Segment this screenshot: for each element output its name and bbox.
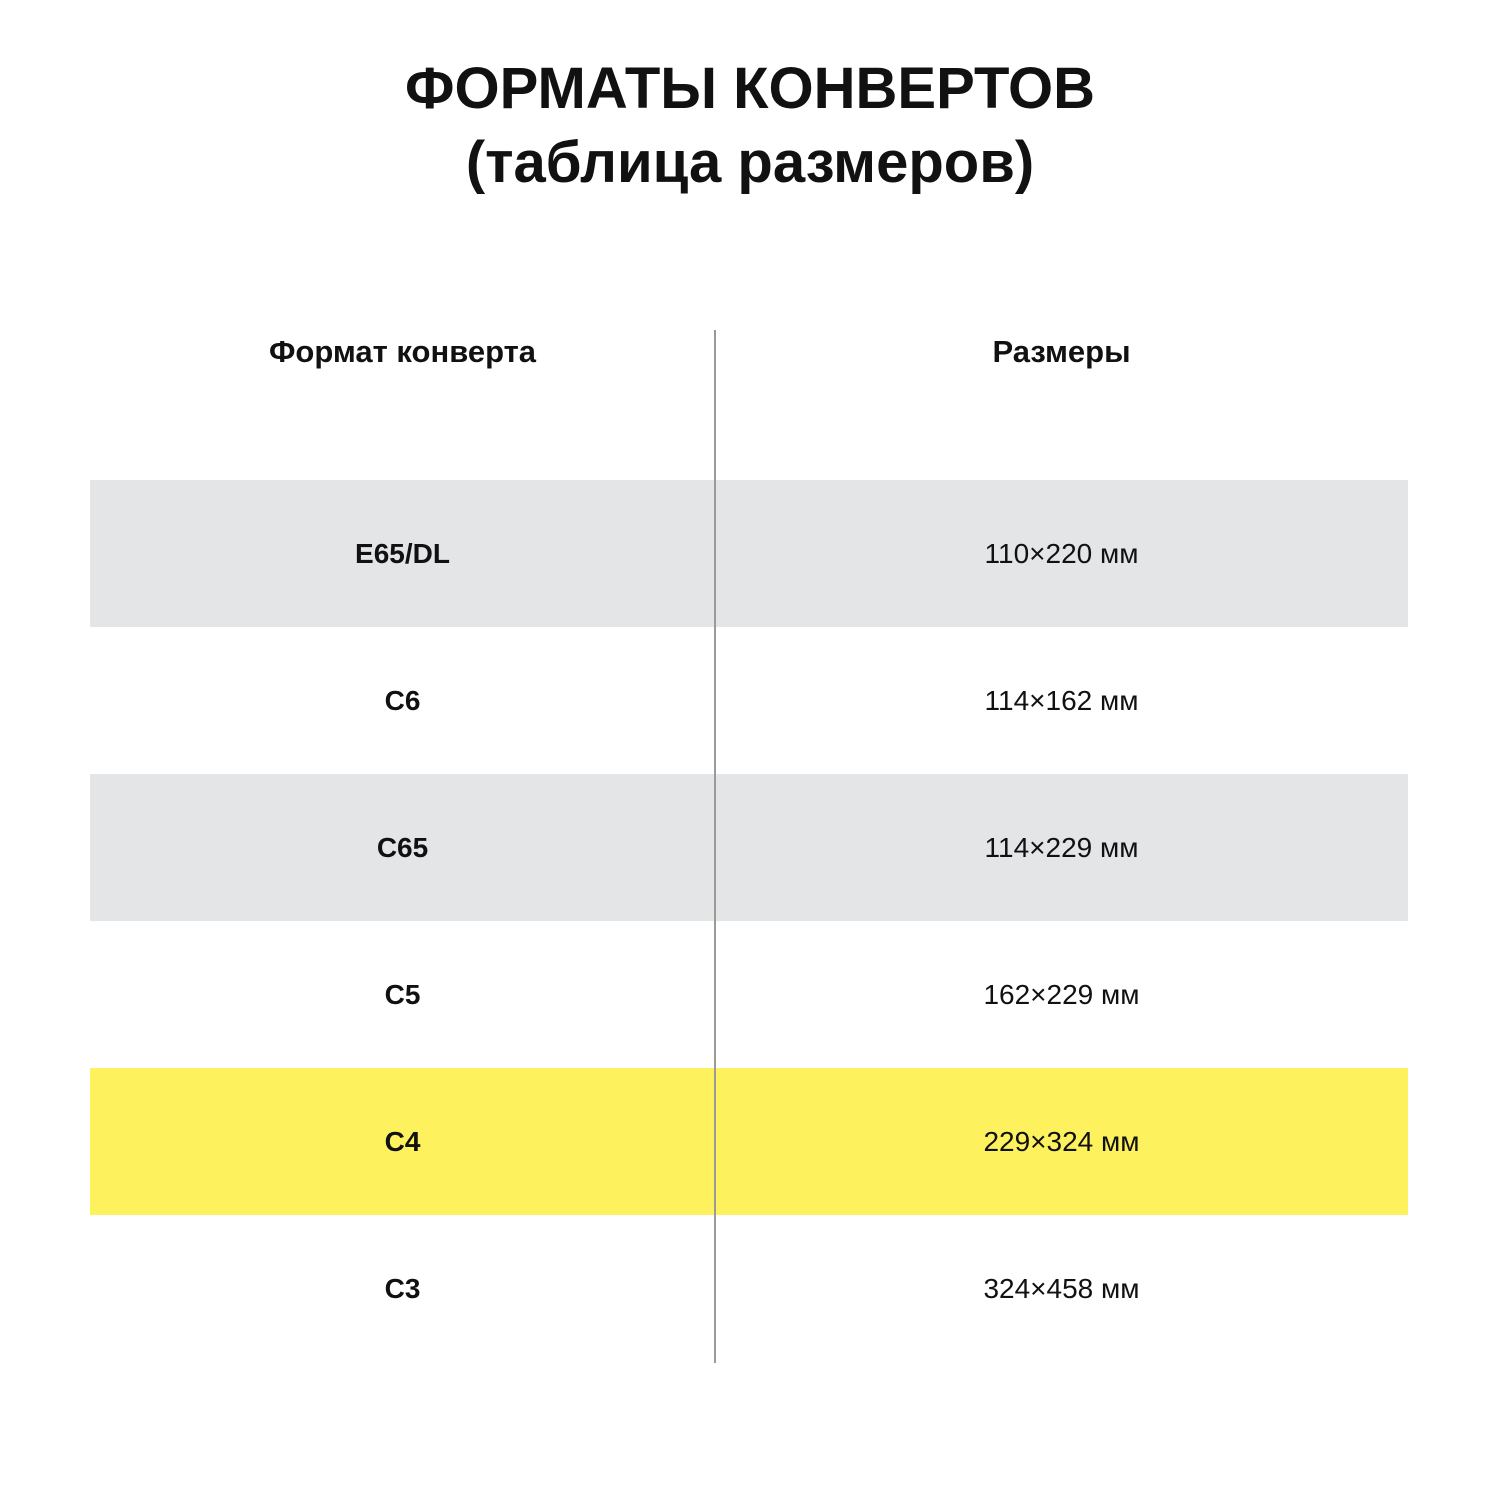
table-row: C5 162×229 мм [90,921,1408,1068]
column-divider [714,330,716,1363]
size-cell: 114×162 мм [984,684,1139,716]
format-cell: C5 [384,978,421,1010]
format-cell: C3 [384,1272,421,1304]
size-cell: 114×229 мм [984,831,1139,863]
format-cell: C6 [384,684,421,716]
size-cell: 162×229 мм [983,978,1140,1010]
table-row: C6 114×162 мм [90,627,1408,774]
column-header-format: Формат конверта [268,334,537,369]
size-cell: 110×220 мм [984,537,1139,569]
page-subtitle: (таблица размеров) [465,130,1035,195]
table-row-highlighted: C4 229×324 мм [90,1068,1408,1215]
page-title: ФОРМАТЫ КОНВЕРТОВ [404,56,1096,121]
size-cell: 324×458 мм [983,1272,1140,1304]
format-cell: C65 [376,831,429,863]
format-cell: E65/DL [355,537,450,569]
size-cell: 229×324 мм [983,1125,1140,1157]
table-row: C65 114×229 мм [90,774,1408,921]
column-header-size: Размеры [992,334,1131,369]
table-row: C3 324×458 мм [90,1215,1408,1362]
table-row: E65/DL 110×220 мм [90,480,1408,627]
format-cell: C4 [384,1125,421,1157]
